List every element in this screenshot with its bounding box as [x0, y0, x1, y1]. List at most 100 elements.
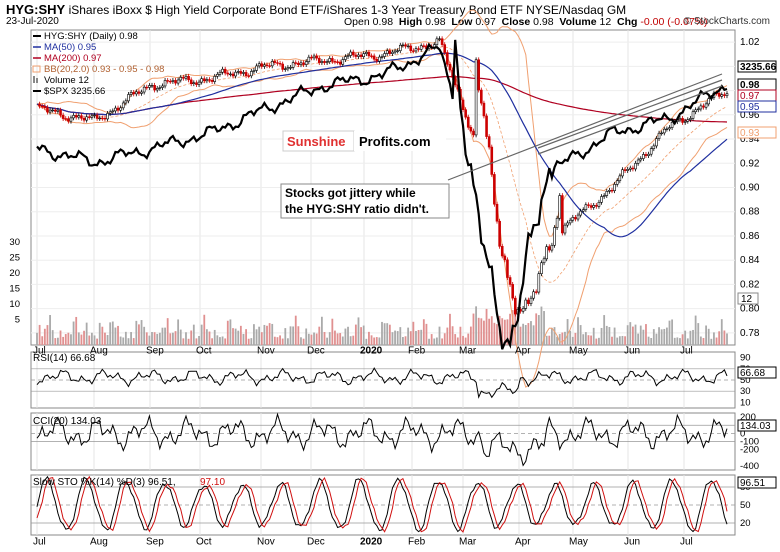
volume-bar	[260, 332, 263, 345]
candle-body	[660, 132, 663, 135]
volume-bar	[38, 324, 41, 345]
candle-body	[555, 217, 559, 228]
volume-bar	[522, 323, 525, 345]
low-label: Low	[451, 16, 473, 28]
volume-bar	[67, 332, 70, 345]
sto-y-tick: 20	[740, 518, 751, 529]
candle-body	[634, 163, 637, 170]
volume-bar	[574, 332, 577, 345]
candle-body	[668, 127, 671, 130]
candle-body	[553, 227, 556, 246]
volume-bar	[407, 327, 410, 345]
volume-bar	[676, 337, 679, 345]
volume-bar	[216, 335, 219, 345]
candle-body	[77, 115, 81, 118]
x-tick-label: Mar	[459, 536, 477, 547]
x-tick-label: Jul	[33, 536, 46, 547]
volume-bar	[435, 337, 438, 345]
volume-bar	[153, 332, 156, 345]
volume-bar	[598, 337, 600, 345]
candle-body	[696, 108, 700, 111]
volume-bar	[710, 338, 713, 345]
right-value-label: 0.95	[740, 102, 760, 113]
volume-bar	[595, 338, 598, 345]
volume-bar	[237, 330, 240, 345]
volume-right-box	[737, 292, 759, 305]
candle-body	[621, 169, 624, 177]
candle-body	[480, 89, 483, 104]
candle-body	[307, 56, 311, 62]
volume-bar	[639, 325, 642, 345]
candle-body	[393, 50, 397, 53]
y-tick-label: 0.96	[740, 110, 760, 121]
candle-body	[166, 80, 169, 82]
volume-bar	[292, 326, 295, 345]
candle-body	[487, 136, 491, 148]
volume-bar	[281, 338, 284, 345]
volume-bar	[417, 329, 420, 345]
volume-bar	[605, 325, 608, 345]
candle-body	[218, 71, 222, 75]
volume-bar	[517, 309, 519, 345]
rsi-y-tick: 90	[740, 353, 751, 364]
right-value-label: 0.98	[740, 80, 760, 91]
candle-body	[440, 38, 444, 45]
candle-body	[482, 102, 486, 117]
right-value-box	[737, 126, 777, 139]
candle-body	[72, 115, 75, 119]
candle-body	[357, 54, 360, 57]
volume-bar	[164, 327, 166, 345]
candle-body	[720, 94, 724, 97]
volume-bar	[720, 319, 723, 345]
volume-bar	[451, 326, 454, 345]
volume-bar	[93, 335, 96, 345]
volume-bar	[543, 311, 545, 345]
candle-body	[521, 308, 525, 312]
candle-body	[273, 61, 277, 63]
volume-bar	[726, 333, 728, 345]
x-tick-label: Sep	[146, 536, 164, 547]
candle-body	[239, 71, 243, 74]
volume-bar	[629, 322, 632, 345]
volume-bar	[723, 330, 726, 345]
volume-bar	[83, 330, 85, 345]
volume-bar	[446, 327, 449, 345]
chg-label: Chg	[617, 16, 638, 28]
volume-bar	[75, 316, 78, 345]
candle-body	[205, 79, 209, 82]
candle-body	[655, 138, 658, 147]
volume-bar	[467, 333, 470, 345]
candle-body	[563, 224, 567, 234]
volume-bar	[226, 320, 229, 345]
candle-body	[605, 191, 609, 196]
volume-bar	[138, 324, 140, 345]
volume-bar	[347, 326, 349, 345]
candle-body	[260, 63, 264, 67]
volume-bar	[174, 331, 177, 345]
volume-bar	[195, 338, 198, 345]
cci-right-box	[737, 419, 777, 432]
candle-body	[174, 80, 177, 84]
candle-body	[506, 259, 509, 278]
volume-bar	[64, 334, 67, 345]
candle-body	[367, 52, 371, 57]
volume-bar	[509, 313, 511, 345]
candle-body	[59, 109, 62, 116]
candle-body	[639, 158, 643, 161]
rsi-line	[36, 367, 728, 399]
volume-bar	[611, 336, 613, 345]
logo-part2: Profits.com	[359, 134, 431, 149]
volume-bar	[245, 329, 247, 345]
volume-bar	[673, 337, 676, 345]
candle-body	[686, 119, 690, 122]
candle-body	[270, 61, 274, 67]
volume-bar	[70, 334, 72, 345]
candle-body	[80, 115, 83, 119]
ohlc-bar: Open 0.98 High 0.98 Low 0.97 Close 0.98 …	[344, 16, 708, 28]
volume-bar	[49, 315, 51, 345]
volume-bar	[490, 316, 493, 345]
candle-body	[359, 54, 363, 57]
volume-bar	[548, 335, 551, 345]
volume-bar	[561, 332, 564, 345]
candle-body	[43, 106, 47, 109]
